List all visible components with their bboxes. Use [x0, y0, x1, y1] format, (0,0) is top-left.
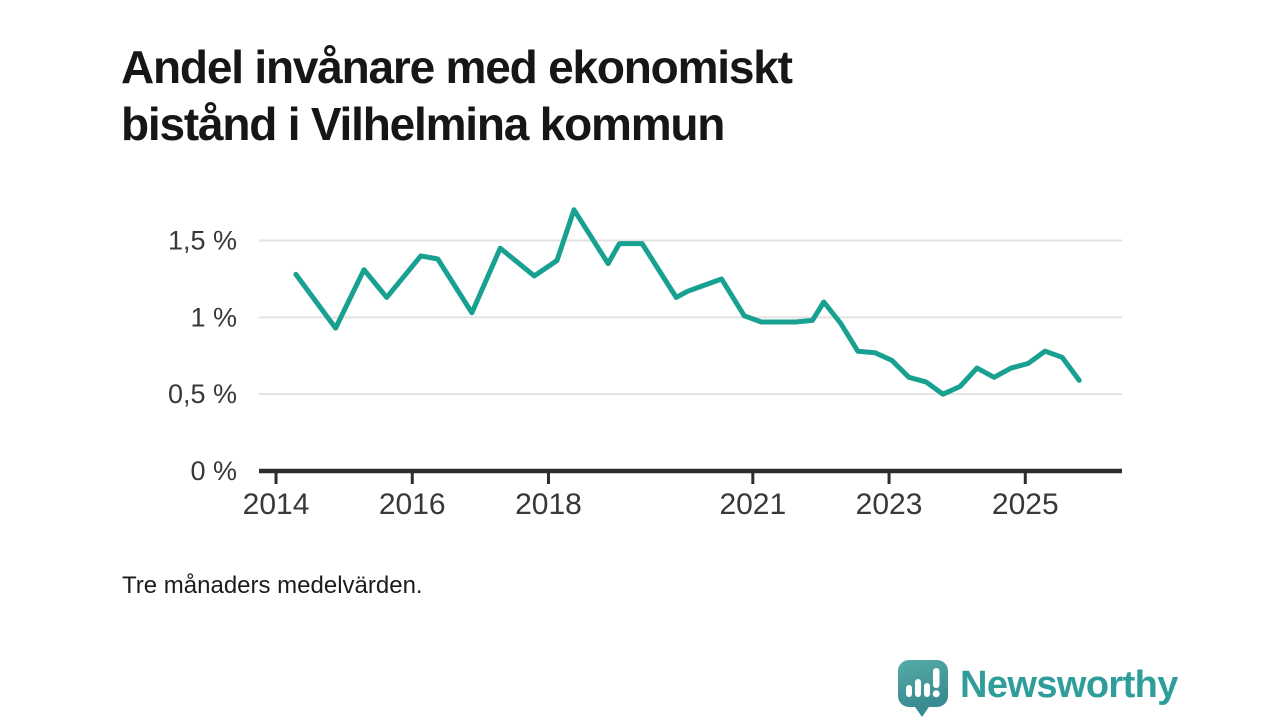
newsworthy-speech-bubble-icon: [898, 660, 948, 717]
x-axis-label: 2021: [719, 488, 786, 521]
bubble-tail: [913, 704, 931, 717]
y-axis-label: 1,5 %: [168, 226, 237, 256]
newsworthy-logo: Newsworthy: [897, 659, 1178, 717]
x-axis-label: 2016: [379, 488, 446, 521]
y-axis-label: 0,5 %: [168, 379, 237, 409]
exclamation-dot: [932, 690, 940, 698]
exclamation-bar: [933, 668, 940, 688]
chart-title: Andel invånare med ekonomiskt bistånd i …: [121, 39, 793, 153]
x-axis-label: 2025: [992, 488, 1059, 521]
chart-footnote: Tre månaders medelvärden.: [122, 572, 423, 599]
newsworthy-wordmark: Newsworthy: [960, 664, 1178, 706]
x-axis-label: 2018: [515, 488, 582, 521]
y-axis-label: 1 %: [190, 302, 237, 332]
bubble-body: [898, 660, 948, 707]
bar-2: [915, 679, 921, 697]
y-axis-label: 0 %: [190, 456, 237, 486]
bar-1: [906, 685, 912, 697]
x-axis-label: 2014: [243, 488, 310, 521]
bar-3: [924, 683, 930, 697]
x-axis-label: 2023: [856, 488, 923, 521]
data-line: [293, 207, 1082, 397]
chart-title-line-2: bistånd i Vilhelmina kommun: [121, 97, 725, 150]
chart-title-line-1: Andel invånare med ekonomiskt: [121, 40, 793, 93]
